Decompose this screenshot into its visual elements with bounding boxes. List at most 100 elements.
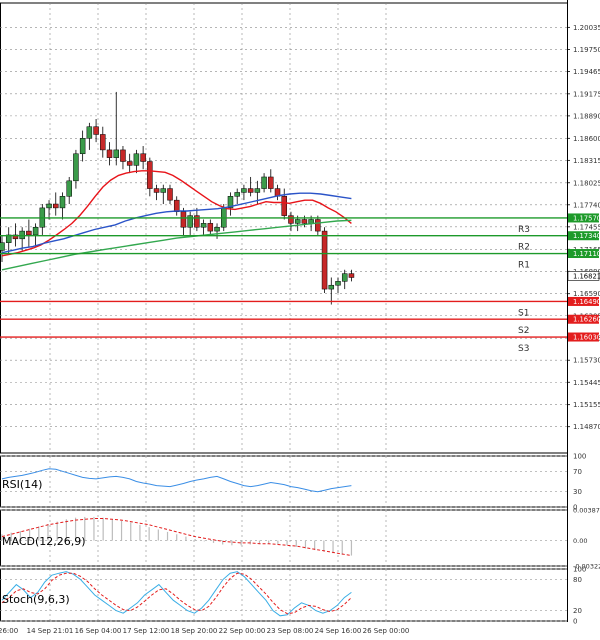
price-tick-label: 1.16590	[573, 290, 600, 298]
time-axis-label: 23 Sep 08:00	[267, 627, 314, 635]
pivot-price-label: 1.16490	[573, 298, 600, 306]
pivot-price-tag	[568, 332, 599, 342]
macd-tick-label: -0.003223	[573, 563, 600, 571]
candle-bear	[167, 188, 173, 201]
pivot-name-s2: S2	[518, 326, 529, 336]
time-axis-label: 14 Sep 21:01	[27, 627, 74, 635]
candle-bull	[32, 226, 39, 236]
candle-bull	[59, 196, 66, 209]
pivot-name-r1: R1	[518, 261, 530, 271]
stoch-tick-label: 100	[573, 566, 586, 574]
candle-bull	[200, 223, 207, 228]
candle-bear	[315, 219, 321, 232]
price-tick-label: 1.15730	[573, 357, 600, 365]
candle-bull	[86, 126, 93, 139]
candle-bull	[335, 281, 341, 286]
candle-bull	[46, 203, 52, 209]
candle-bear	[126, 161, 133, 166]
stoch-label: Stoch(9,6,3)	[2, 593, 70, 606]
candle-bull	[241, 188, 247, 193]
candle-bear	[247, 188, 254, 193]
candle-bear	[120, 149, 126, 162]
stoch-d-line	[1, 572, 352, 615]
rsi-tick-label: 30	[573, 488, 582, 496]
price-tick-label: 1.18025	[573, 179, 600, 187]
price-tick-label: 1.19750	[573, 46, 600, 54]
time-axis-label: 26:00	[0, 627, 18, 635]
pivot-name-r2: R2	[518, 243, 530, 253]
candle-bull	[133, 153, 140, 166]
candle-bear	[173, 199, 180, 213]
pivot-price-label: 1.17340	[573, 232, 600, 240]
rsi-label: RSI(14)	[2, 478, 42, 491]
rsi-line	[1, 468, 352, 493]
pivot-name-s3: S3	[518, 344, 529, 354]
pivot-price-tag	[568, 314, 599, 324]
time-axis-label: 16 Sep 04:00	[75, 627, 122, 635]
candle-bear	[106, 149, 113, 158]
macd-tick-label: 0.003875	[573, 507, 600, 515]
time-axis-label: 26 Sep 00:00	[363, 627, 410, 635]
candle-bear	[348, 273, 355, 278]
time-axis-label: 17 Sep 12:00	[123, 627, 170, 635]
price-tick-label: 1.15155	[573, 401, 600, 409]
candle-bear	[207, 223, 214, 232]
pivot-price-tag	[568, 296, 599, 306]
moving-average-line-2	[1, 192, 352, 254]
pivot-price-tag	[568, 213, 599, 223]
stoch-tick-label: 0	[573, 618, 577, 626]
moving-average-line-3	[1, 219, 352, 271]
time-axis-label: 18 Sep 20:00	[171, 627, 218, 635]
price-tick-label: 1.18890	[573, 112, 600, 120]
candle-bear	[93, 126, 99, 135]
candle-bear	[288, 215, 294, 224]
time-axis-label: 24 Sep 16:00	[315, 627, 362, 635]
rsi-tick-label: 0	[573, 504, 577, 512]
candle-bear	[147, 161, 153, 189]
candle-bull	[261, 176, 267, 189]
candle-bear	[194, 215, 200, 228]
candle-bull	[308, 219, 314, 224]
macd-label: MACD(12,26,9)	[2, 535, 86, 548]
pivot-price-label: 1.16030	[573, 334, 600, 342]
candle-bull	[187, 215, 193, 228]
rsi-tick-label: 70	[573, 468, 582, 476]
candle-bull	[5, 234, 12, 243]
price-tick-label: 1.18600	[573, 135, 600, 143]
candle-bear	[12, 234, 19, 240]
price-tick-label: 1.19175	[573, 90, 600, 98]
candle-bull	[79, 138, 86, 155]
price-tick-label: 1.15445	[573, 379, 600, 387]
candle-bear	[281, 196, 287, 216]
candle-bear	[321, 230, 328, 290]
price-tick-label: 1.19465	[573, 68, 600, 76]
time-axis-label: 22 Sep 00:00	[219, 627, 266, 635]
pivot-price-label: 1.17570	[573, 214, 600, 222]
pivot-name-s1: S1	[518, 308, 529, 318]
candle-bull	[0, 242, 5, 251]
pivot-price-label: 1.16260	[573, 316, 600, 324]
moving-average-line-1	[1, 170, 352, 257]
candle-bear	[268, 176, 274, 189]
price-tick-label: 1.17740	[573, 201, 600, 209]
stoch-tick-label: 20	[573, 607, 582, 615]
candle-bear	[301, 219, 308, 224]
candle-bull	[214, 226, 220, 232]
pivot-price-label: 1.17110	[573, 250, 600, 258]
candle-bull	[73, 153, 79, 182]
candle-bull	[254, 188, 261, 193]
candle-bull	[19, 230, 25, 240]
candle-bear	[100, 134, 106, 151]
current-price-label: 1.16821	[573, 272, 600, 280]
stoch-tick-label: 80	[573, 576, 582, 584]
rsi-tick-label: 100	[573, 453, 586, 461]
pivot-name-r3: R3	[518, 225, 530, 235]
candle-bull	[160, 188, 167, 193]
candle-bull	[234, 192, 240, 197]
candle-bear	[180, 211, 187, 228]
stoch-k-line	[1, 571, 352, 617]
candle-bull	[227, 196, 234, 209]
price-tick-label: 1.14870	[573, 423, 600, 431]
pivot-price-tag	[568, 249, 599, 259]
